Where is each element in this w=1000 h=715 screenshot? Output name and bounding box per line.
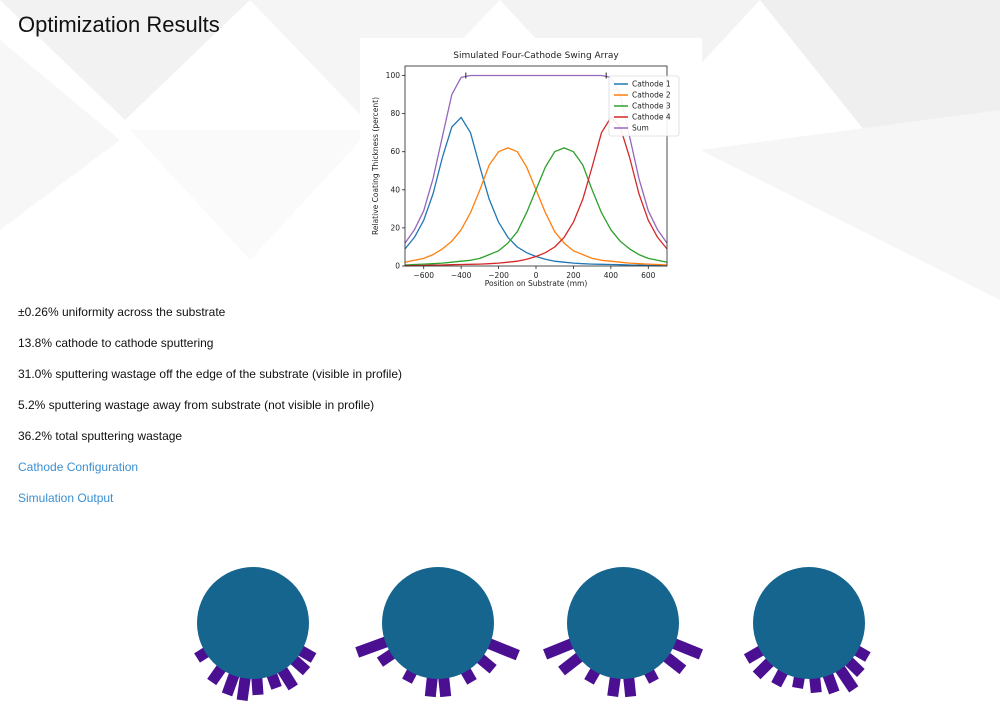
thickness-profile-chart: Simulated Four-Cathode Swing Array −600 −4…: [371, 51, 680, 288]
cathode-array-diagram: [194, 567, 871, 701]
result-total-wastage: 36.2% total sputtering wastage: [18, 429, 183, 443]
cathode-2-body: [382, 567, 494, 679]
chart-title: Simulated Four-Cathode Swing Array: [453, 51, 619, 61]
legend-label-2: Cathode 2: [632, 91, 671, 100]
x-tick-label-1: −400: [451, 271, 472, 280]
cathode-3-body: [567, 567, 679, 679]
y-tick-label-1: 20: [390, 223, 400, 232]
results-list: ±0.26% uniformity across the substrate 1…: [18, 305, 402, 522]
cathode-3: [543, 567, 703, 698]
legend-label-3: Cathode 3: [632, 102, 671, 111]
series-line-4: [404, 116, 668, 267]
y-tick-label-4: 80: [390, 109, 400, 118]
page-title: Optimization Results: [18, 12, 220, 37]
x-tick-label-2: −200: [488, 271, 509, 280]
result-away-wastage: 5.2% sputtering wastage away from substr…: [18, 398, 375, 412]
series-line-1: [404, 116, 668, 267]
x-tick-label-0: −600: [413, 271, 434, 280]
legend-label-1: Cathode 1: [632, 80, 671, 89]
cathode-2-target-1: [355, 634, 393, 658]
x-tick-label-6: 600: [641, 271, 656, 280]
series-line-3: [404, 147, 668, 266]
y-axis-label: Relative Coating Thickness (percent): [371, 97, 380, 235]
cathode-1-body: [197, 567, 309, 679]
x-tick-label-4: 200: [566, 271, 581, 280]
cathode-4-body: [753, 567, 865, 679]
legend-label-4: Cathode 4: [632, 113, 671, 122]
y-tick-label-3: 60: [390, 147, 400, 156]
cathode-2: [355, 567, 520, 698]
chart-legend: [608, 75, 680, 137]
cathode-3-target-1: [543, 636, 579, 660]
simulation-output-link[interactable]: Simulation Output: [18, 491, 114, 505]
x-tick-label-3: 0: [534, 271, 539, 280]
result-edge-wastage: 31.0% sputtering wastage off the edge of…: [18, 367, 403, 381]
y-tick-label-2: 40: [390, 185, 400, 194]
y-tick-label-5: 100: [386, 71, 401, 80]
x-tick-label-5: 400: [604, 271, 619, 280]
legend-label-5: Sum: [632, 124, 649, 133]
cathode-2-target-8: [482, 636, 520, 661]
cathode-4: [743, 567, 871, 695]
cathode-configuration-link[interactable]: Cathode Configuration: [18, 460, 139, 474]
cathode-1-target-4: [236, 671, 252, 701]
chart-card: Simulated Four-Cathode Swing Array −600 −4…: [360, 38, 702, 292]
y-tick-label-0: 0: [395, 262, 400, 271]
cathode-1: [194, 567, 317, 701]
x-axis-label: Position on Substrate (mm): [485, 279, 588, 288]
cathode-3-target-8: [667, 636, 703, 660]
result-uniformity: ±0.26% uniformity across the substrate: [18, 305, 226, 319]
result-cathode-to-cathode: 13.8% cathode to cathode sputtering: [18, 336, 214, 350]
